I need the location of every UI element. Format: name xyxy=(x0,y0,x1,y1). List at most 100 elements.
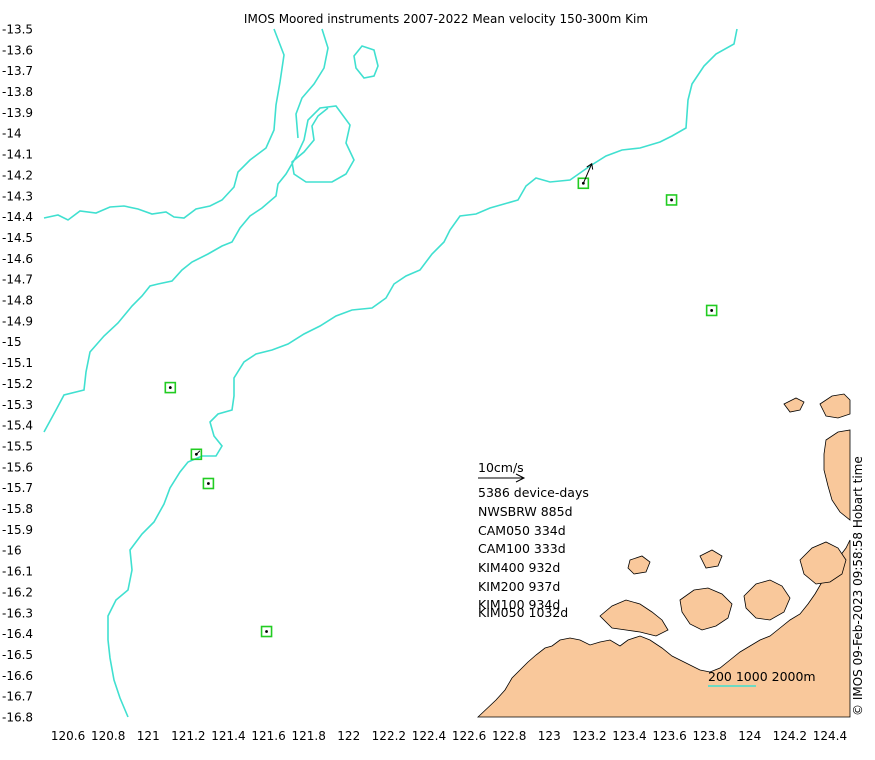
mooring-cam100: CAM100 333d xyxy=(478,541,566,556)
lat-tick-label: -14.6 xyxy=(2,252,33,266)
lat-tick-label: -15.7 xyxy=(2,481,33,495)
lon-tick-label: 121 xyxy=(137,729,160,743)
station-marker xyxy=(260,625,273,638)
lon-tick-label: 123 xyxy=(538,729,561,743)
lon-tick-label: 124.4 xyxy=(813,729,847,743)
island-mid xyxy=(627,555,651,575)
device-days-text: 5386 device-days xyxy=(478,485,589,500)
peninsula-2 xyxy=(679,587,733,631)
lon-tick-label: 124 xyxy=(738,729,761,743)
lon-tick-label: 122.2 xyxy=(372,729,406,743)
lat-tick-label: -16 xyxy=(2,544,22,558)
station-marker xyxy=(190,448,203,461)
lat-tick-label: -16.3 xyxy=(2,606,33,620)
longitude-tick-labels: 120.6 120.8 121 121.2 121.4 121.6 121.8 122 122.… xyxy=(51,729,847,743)
lat-tick-label: -13.6 xyxy=(2,43,33,57)
lat-tick-label: -13.7 xyxy=(2,64,33,78)
peninsula-3 xyxy=(743,579,791,621)
velocity-arrowhead xyxy=(586,162,594,170)
lon-tick-label: 122.4 xyxy=(412,729,446,743)
lon-tick-label: 122.6 xyxy=(452,729,486,743)
peninsula-4 xyxy=(799,541,847,585)
station-marker xyxy=(164,381,177,394)
mooring-stations xyxy=(164,177,718,638)
lat-tick-label: -15.9 xyxy=(2,523,33,537)
contour-1000m xyxy=(43,28,355,433)
mooring-nwsbrw: NWSBRW 885d xyxy=(478,504,573,519)
mooring-kim200: KIM200 937d xyxy=(478,579,560,594)
lat-tick-label: -14.4 xyxy=(2,210,33,224)
lat-tick-label: -14.3 xyxy=(2,189,33,203)
contour-ring xyxy=(353,45,379,79)
lat-tick-label: -15.5 xyxy=(2,439,33,453)
lat-tick-label: -13.5 xyxy=(2,23,33,37)
lon-tick-label: 122 xyxy=(337,729,360,743)
island-north-1 xyxy=(819,393,851,419)
lat-tick-label: -16.6 xyxy=(2,669,33,683)
lon-tick-label: 121.4 xyxy=(211,729,245,743)
peninsula-1 xyxy=(599,599,669,637)
lat-tick-label: -16.7 xyxy=(2,690,33,704)
lat-tick-label: -16.5 xyxy=(2,648,33,662)
mooring-kim050: KIM050 1032d xyxy=(478,605,568,620)
lon-tick-label: 123.6 xyxy=(652,729,686,743)
lat-tick-label: -14.1 xyxy=(2,148,33,162)
station-marker xyxy=(665,194,678,206)
contour-200m xyxy=(43,28,285,221)
lat-tick-label: -14.7 xyxy=(2,273,33,287)
station-dot xyxy=(265,630,268,633)
lat-tick-label: -13.8 xyxy=(2,85,33,99)
lon-tick-label: 123.4 xyxy=(612,729,646,743)
lon-tick-label: 123.2 xyxy=(572,729,606,743)
lon-tick-label: 121.6 xyxy=(251,729,285,743)
lat-tick-label: -14.9 xyxy=(2,314,33,328)
map-title: IMOS Moored instruments 2007-2022 Mean v… xyxy=(244,12,648,26)
station-dot xyxy=(710,309,714,312)
lat-tick-label: -14.8 xyxy=(2,294,33,308)
lat-tick-label: -15.6 xyxy=(2,460,33,474)
mooring-kim400: KIM400 932d xyxy=(478,560,560,575)
scale-arrow-label: 10cm/s xyxy=(478,460,524,475)
velocity-vectors xyxy=(169,162,594,455)
station-marker xyxy=(705,304,718,317)
lat-tick-label: -14.2 xyxy=(2,168,33,182)
lat-tick-label: -16.4 xyxy=(2,627,33,641)
lon-tick-label: 124.2 xyxy=(773,729,807,743)
lat-tick-label: -14 xyxy=(2,127,22,141)
island-north-2 xyxy=(783,397,805,413)
station-dot xyxy=(670,198,673,202)
lat-tick-label: -14.5 xyxy=(2,231,33,245)
island-mid-2 xyxy=(699,549,723,569)
velocity-arrow xyxy=(196,450,201,455)
coast-strip-east xyxy=(823,429,851,521)
depth-contour-legend: 200 1000 2000m xyxy=(708,669,816,684)
velocity-arrow xyxy=(582,163,593,184)
coastline-land xyxy=(476,393,851,718)
lat-tick-label: -15.2 xyxy=(2,377,33,391)
lat-tick-label: -15 xyxy=(2,335,22,349)
lon-tick-label: 122.8 xyxy=(492,729,526,743)
lat-tick-label: -13.9 xyxy=(2,106,33,120)
credit-text: © IMOS 09-Feb-2023 09:58:58 Hobart time xyxy=(851,456,865,716)
latitude-tick-labels: -13.5 -13.6 -13.7 -13.8 -13.9 -14 -14.1 -14.2 -1… xyxy=(2,23,33,725)
station-dot xyxy=(207,482,210,485)
lat-tick-label: -15.4 xyxy=(2,419,33,433)
lon-tick-label: 121.8 xyxy=(291,729,325,743)
mooring-cam050: CAM050 334d xyxy=(478,523,566,538)
lon-tick-label: 121.2 xyxy=(171,729,205,743)
lat-tick-label: -15.1 xyxy=(2,356,33,370)
lon-tick-label: 123.8 xyxy=(692,729,726,743)
station-marker xyxy=(202,477,215,490)
scale-arrow xyxy=(478,473,526,483)
lon-tick-label: 120.8 xyxy=(91,729,125,743)
lat-tick-label: -16.2 xyxy=(2,585,33,599)
lat-tick-label: -15.3 xyxy=(2,398,33,412)
mooring-kim100: KIM100 934d xyxy=(478,597,560,612)
legend: 10cm/s 5386 device-days NWSBRW 885d CAM0… xyxy=(478,460,816,687)
lon-tick-label: 120.6 xyxy=(51,729,85,743)
station-marker xyxy=(577,177,590,190)
lat-tick-label: -16.1 xyxy=(2,565,33,579)
lat-tick-label: -16.8 xyxy=(2,711,33,725)
contour-2000m xyxy=(107,28,738,718)
